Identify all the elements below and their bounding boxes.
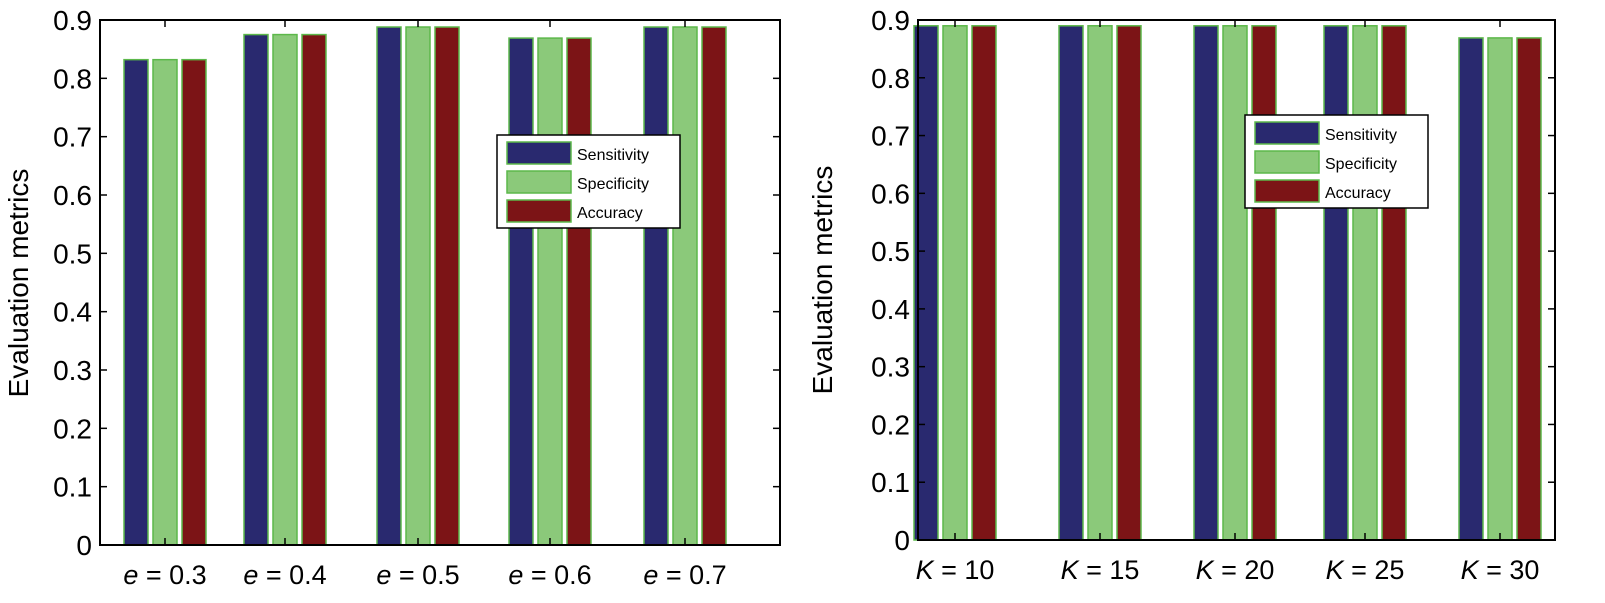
x-tick-label: K = 30 — [1461, 555, 1540, 585]
axes-box — [917, 19, 1556, 541]
bar-specificity-1 — [942, 25, 968, 541]
bar-sensitivity-5 — [643, 26, 669, 546]
y-tick-label: 0.5 — [871, 236, 910, 267]
x-tick-label: e = 0.6 — [508, 560, 591, 590]
y-axis-label: Evaluation metrics — [807, 166, 838, 395]
x-tick-label: K = 10 — [916, 555, 995, 585]
legend-swatch-accuracy — [1254, 179, 1320, 203]
y-tick-label: 0.3 — [871, 352, 910, 383]
y-tick-label: 0.8 — [871, 63, 910, 94]
bar-specificity-3 — [1222, 25, 1248, 541]
axes-box — [99, 19, 781, 546]
legend-label-specificity: Specificity — [577, 176, 649, 193]
y-tick-label: 0 — [76, 530, 92, 561]
bar-specificity-5 — [1487, 37, 1513, 541]
bar-sensitivity-4 — [1323, 25, 1349, 541]
y-tick-label: 0.2 — [871, 409, 910, 440]
bar-accuracy-5 — [701, 26, 727, 546]
chart-1: 0 0.1 0.2 0.3 0.4 0.5 0.6 0.7 0.8 0.9 e = 0.3 e = 0… — [3, 5, 781, 590]
bar-accuracy-3 — [1251, 25, 1277, 541]
bar-accuracy-1 — [181, 58, 207, 546]
bar-accuracy-3 — [434, 26, 460, 546]
legend-swatch-accuracy — [506, 199, 572, 223]
bar-sensitivity-3 — [376, 26, 402, 546]
legend: Sensitivity Specificity Accuracy — [496, 134, 681, 229]
bar-sensitivity-2 — [243, 33, 269, 546]
bar-specificity-2 — [272, 33, 298, 546]
bar-accuracy-4 — [1381, 25, 1407, 541]
legend-label-accuracy: Accuracy — [577, 205, 643, 222]
legend-swatch-specificity — [1254, 150, 1320, 174]
bar-accuracy-1 — [971, 25, 997, 541]
bar-accuracy-2 — [301, 33, 327, 546]
y-tick-label: 0.4 — [53, 297, 92, 328]
y-tick-label: 0.5 — [53, 238, 92, 269]
y-tick-label: 0 — [894, 525, 910, 556]
y-tick-label: 0.4 — [871, 294, 910, 325]
legend-swatch-sensitivity — [1254, 121, 1320, 145]
bar-sensitivity-2 — [1058, 25, 1084, 541]
legend-label-sensitivity: Sensitivity — [1325, 127, 1397, 144]
y-tick-label: 0.9 — [871, 5, 910, 36]
bar-specificity-2 — [1087, 25, 1113, 541]
bar-specificity-5 — [672, 26, 698, 546]
bar-accuracy-5 — [1516, 37, 1542, 541]
x-tick-label: K = 15 — [1061, 555, 1140, 585]
x-tick-label: K = 25 — [1326, 555, 1405, 585]
y-tick-label: 0.2 — [53, 413, 92, 444]
bar-sensitivity-3 — [1193, 25, 1219, 541]
legend-label-specificity: Specificity — [1325, 156, 1397, 173]
y-tick-label: 0.6 — [871, 178, 910, 209]
legend-label-accuracy: Accuracy — [1325, 185, 1391, 202]
y-tick-label: 0.8 — [53, 63, 92, 94]
x-tick-label: K = 20 — [1196, 555, 1275, 585]
bar-accuracy-2 — [1116, 25, 1142, 541]
x-tick-label: e = 0.3 — [123, 560, 206, 590]
y-tick-label: 0.6 — [53, 180, 92, 211]
chart-2: 0 0.1 0.2 0.3 0.4 0.5 0.6 0.7 0.8 0.9 K = 10 K = 15… — [807, 5, 1556, 585]
legend-swatch-sensitivity — [506, 141, 572, 165]
x-tick-label: e = 0.4 — [243, 560, 326, 590]
legend-label-sensitivity: Sensitivity — [577, 147, 649, 164]
y-tick-label: 0.1 — [53, 472, 92, 503]
bar-sensitivity-5 — [1458, 37, 1484, 541]
bar-specificity-4 — [1352, 25, 1378, 541]
legend-swatch-specificity — [506, 170, 572, 194]
bar-specificity-3 — [405, 26, 431, 546]
x-tick-label: e = 0.7 — [643, 560, 726, 590]
bar-accuracy-4 — [566, 37, 592, 546]
y-tick-label: 0.7 — [53, 122, 92, 153]
bar-specificity-1 — [152, 58, 178, 546]
legend: Sensitivity Specificity Accuracy — [1244, 114, 1429, 209]
y-axis-label: Evaluation metrics — [3, 169, 34, 398]
bar-specificity-4 — [537, 37, 563, 546]
y-tick-label: 0.1 — [871, 467, 910, 498]
bar-sensitivity-1 — [123, 58, 149, 546]
y-tick-label: 0.3 — [53, 355, 92, 386]
y-tick-label: 0.7 — [871, 121, 910, 152]
x-tick-label: e = 0.5 — [376, 560, 459, 590]
y-tick-label: 0.9 — [53, 5, 92, 36]
bar-sensitivity-4 — [508, 37, 534, 546]
